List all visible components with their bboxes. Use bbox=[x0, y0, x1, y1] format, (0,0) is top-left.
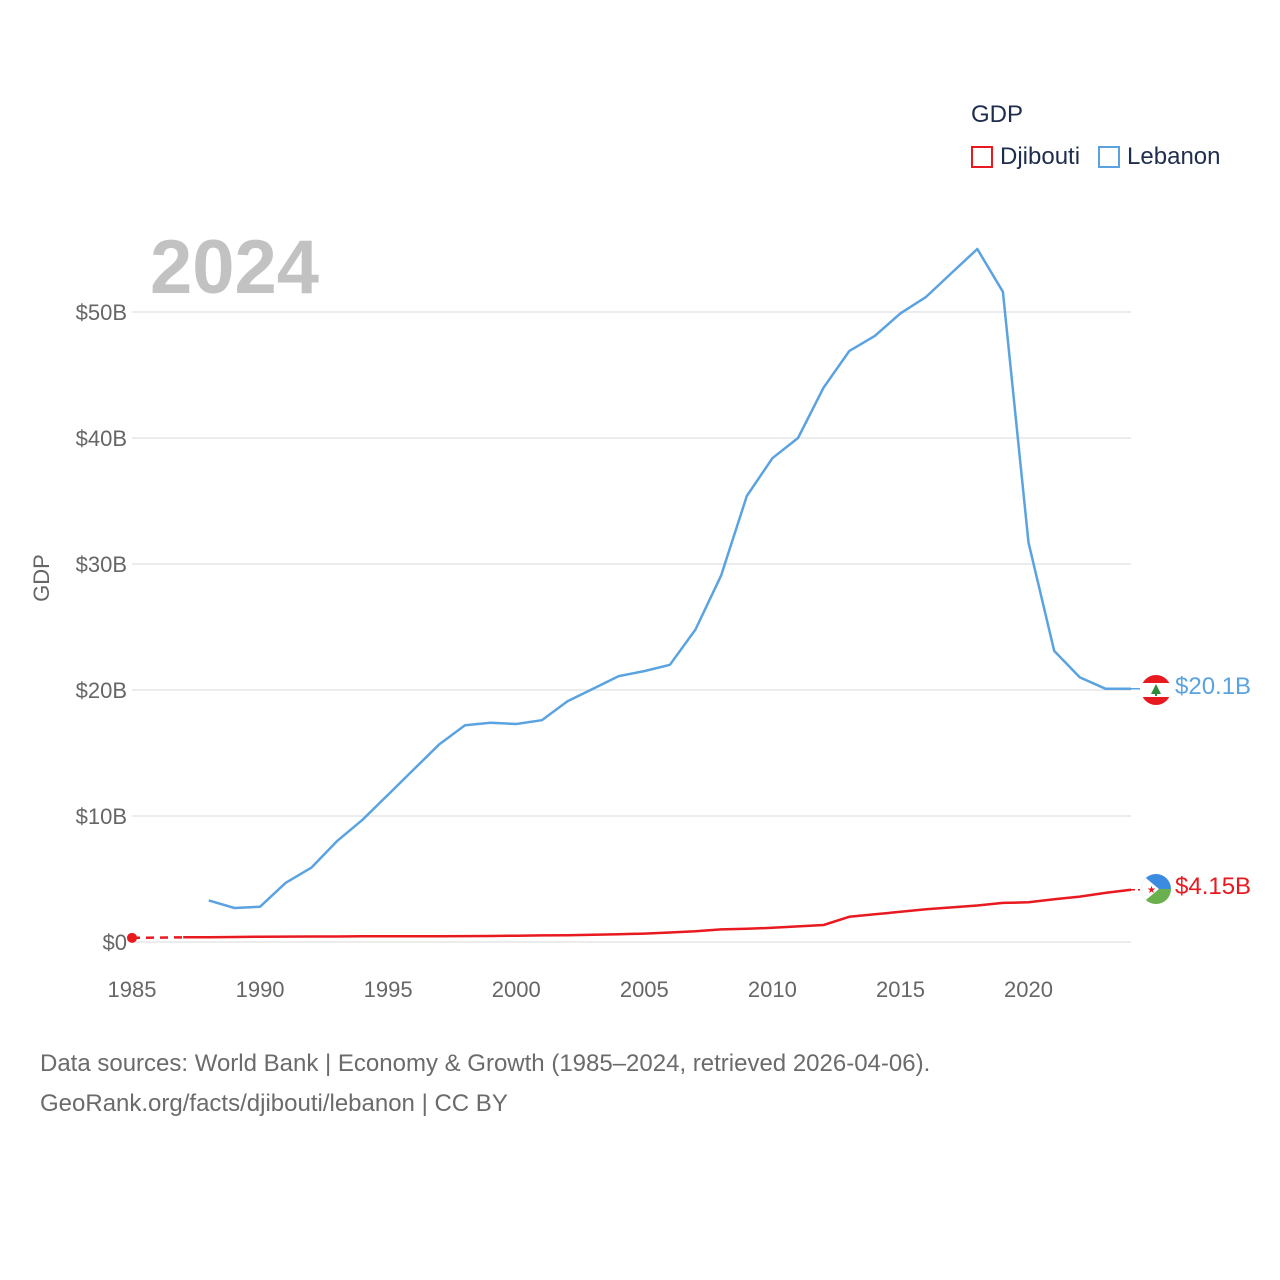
footer-url[interactable]: GeoRank.org/facts/djibouti/lebanon | CC … bbox=[40, 1090, 508, 1117]
legend: Djibouti Lebanon bbox=[971, 143, 1238, 171]
footer-sources: Data sources: World Bank | Economy & Gro… bbox=[40, 1050, 931, 1077]
djibouti-flag-icon: ★ bbox=[1141, 874, 1171, 904]
legend-label-lebanon: Lebanon bbox=[1127, 143, 1221, 170]
x-tick-label: 2015 bbox=[876, 977, 925, 1002]
legend-label-djibouti: Djibouti bbox=[1000, 143, 1081, 170]
x-tick-label: 2000 bbox=[492, 977, 541, 1002]
x-tick-label: 2020 bbox=[1004, 977, 1053, 1002]
y-tick-label: $40B bbox=[76, 426, 127, 451]
y-tick-label: $0 bbox=[103, 930, 127, 955]
x-tick-label: 1990 bbox=[236, 977, 285, 1002]
y-tick-label: $20B bbox=[76, 678, 127, 703]
djibouti-series-line bbox=[183, 888, 1132, 939]
djibouti-dashed-segment bbox=[131, 936, 184, 940]
lebanon-flag-icon bbox=[1141, 675, 1171, 705]
y-axis-label: GDP bbox=[29, 554, 54, 602]
x-tick-label: 2010 bbox=[748, 977, 797, 1002]
grid-lines bbox=[132, 311, 1131, 943]
y-tick-label: $10B bbox=[76, 804, 127, 829]
djibouti-start-point bbox=[127, 932, 137, 943]
y-axis-ticks: $0 $10B $20B $30B $40B $50B bbox=[76, 300, 127, 955]
flag-markers: ★ bbox=[1141, 675, 1171, 904]
footer: Data sources: World Bank | Economy & Gro… bbox=[40, 1044, 930, 1124]
year-label: 2024 bbox=[150, 225, 320, 310]
lebanon-series-line bbox=[208, 247, 1131, 910]
legend-swatch-djibouti bbox=[971, 146, 993, 168]
y-tick-label: $30B bbox=[76, 552, 127, 577]
x-axis-ticks: 1985 1990 1995 2000 2005 2010 2015 2020 bbox=[108, 977, 1053, 1002]
djibouti-end-value-label: $4.15B bbox=[1175, 873, 1252, 900]
x-tick-label: 1995 bbox=[364, 977, 413, 1002]
legend-swatch-lebanon bbox=[1098, 146, 1121, 168]
legend-item-lebanon[interactable]: Lebanon bbox=[1098, 143, 1220, 171]
svg-text:★: ★ bbox=[1147, 885, 1156, 896]
x-tick-label: 1985 bbox=[108, 977, 157, 1002]
series-lines bbox=[127, 247, 1140, 943]
x-tick-label: 2005 bbox=[620, 977, 669, 1002]
legend-title: GDP bbox=[971, 101, 1024, 128]
legend-item-djibouti[interactable]: Djibouti bbox=[971, 143, 1080, 171]
lebanon-end-value-label: $20.1B bbox=[1175, 673, 1252, 700]
y-tick-label: $50B bbox=[76, 300, 127, 325]
